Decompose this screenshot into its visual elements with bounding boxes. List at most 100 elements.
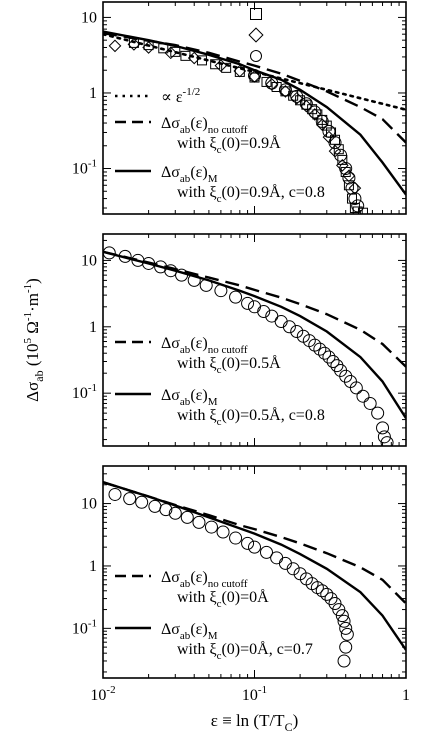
data-point — [351, 199, 365, 213]
data-point — [290, 91, 304, 105]
data-point — [199, 278, 213, 292]
curve-dashed — [103, 250, 406, 368]
legend-entry-dotted: ∝ ε-1/2 — [115, 86, 200, 106]
data-point — [371, 406, 385, 420]
data-point — [187, 273, 201, 287]
data-point — [108, 39, 122, 53]
legend-label: Δσab(ε)M — [161, 387, 218, 408]
data-point — [143, 40, 154, 51]
data-point — [356, 389, 370, 403]
data-point — [282, 320, 296, 334]
legend-label: Δσab(ε)no cutoff — [161, 569, 248, 590]
data-point — [214, 59, 228, 72]
data-point — [148, 499, 162, 513]
data-point — [339, 640, 353, 654]
data-point — [299, 97, 313, 111]
legend-entry — [250, 8, 262, 20]
data-point — [118, 249, 132, 263]
data-point — [170, 46, 181, 57]
data-point — [164, 264, 178, 278]
data-point — [318, 346, 332, 360]
data-point — [279, 85, 292, 98]
data-point — [308, 108, 322, 121]
data-point — [345, 181, 359, 195]
legend-label-detail: with ξc(0)=0Å — [177, 588, 269, 610]
data-point — [216, 525, 230, 539]
data-point — [363, 396, 377, 410]
data-point — [204, 520, 218, 534]
y-axis-label-text: Δσab (105 Ω-1·m-1) — [22, 278, 46, 402]
data-point — [123, 492, 137, 506]
data-point — [142, 41, 155, 54]
data-point — [337, 654, 351, 668]
data-point — [339, 369, 353, 383]
data-point — [248, 300, 261, 314]
legend-label-detail: with ξc(0)=0.9Å, c=0.8 — [177, 183, 325, 205]
legend-label-detail: with ξc(0)=0Å, c=0.7 — [177, 640, 313, 662]
data-point — [103, 246, 116, 260]
curve-solid — [103, 250, 406, 419]
data-point — [349, 381, 363, 395]
data-point — [330, 359, 344, 373]
data-point — [376, 421, 390, 435]
data-point — [308, 105, 322, 119]
data-point — [332, 603, 346, 617]
data-point — [335, 609, 349, 623]
y-tick-label: 1 — [89, 558, 97, 575]
data-point — [168, 506, 182, 520]
data-point — [265, 76, 279, 90]
data-point — [278, 83, 292, 97]
legend-entry — [248, 27, 264, 43]
data-point — [248, 69, 261, 83]
legend-marker — [250, 50, 262, 62]
data-point — [326, 355, 340, 369]
x-tick-label: 10-2 — [90, 684, 115, 704]
data-point — [342, 169, 356, 183]
y-tick-label: 10 — [81, 496, 97, 513]
data-point — [342, 171, 356, 185]
data-point — [192, 515, 206, 529]
data-point — [380, 436, 394, 446]
legend-entry — [250, 50, 262, 62]
data-point — [270, 551, 284, 565]
data-point — [257, 304, 271, 318]
data-point — [348, 192, 362, 206]
legend-label-detail: with ξc(0)=0.5Å, c=0.8 — [177, 406, 325, 428]
legend-marker — [250, 8, 262, 20]
data-point — [315, 584, 329, 598]
data-point — [339, 162, 353, 176]
data-point — [324, 592, 338, 606]
series-circle — [248, 69, 365, 213]
data-point — [187, 51, 201, 65]
data-point — [135, 495, 149, 509]
y-tick-label: 10 — [81, 252, 97, 269]
y-tick-label: 10-1 — [72, 617, 97, 637]
series-circle — [108, 487, 354, 668]
y-tick-label: 1 — [89, 85, 97, 102]
y-tick-label: 10-1 — [72, 158, 97, 178]
axis-ticks — [102, 234, 407, 446]
series-circle — [103, 246, 394, 446]
data-point — [315, 114, 329, 128]
y-tick-label: 10 — [81, 9, 97, 26]
data-point — [159, 503, 173, 517]
data-point — [337, 154, 348, 165]
data-point — [175, 268, 189, 282]
legend-label-detail: with ξc(0)=0.9Å — [177, 134, 281, 156]
legend-label: Δσab(ε)M — [161, 164, 218, 185]
data-point — [352, 206, 363, 214]
curve-dotted — [103, 32, 406, 111]
shared-y-axis-label: Δσab (105 Ω-1·m-1) — [22, 278, 46, 402]
data-point — [322, 350, 336, 364]
data-point — [164, 46, 178, 60]
data-point — [274, 315, 288, 329]
legend-label: ∝ ε-1/2 — [161, 86, 200, 106]
data-point — [286, 562, 300, 576]
